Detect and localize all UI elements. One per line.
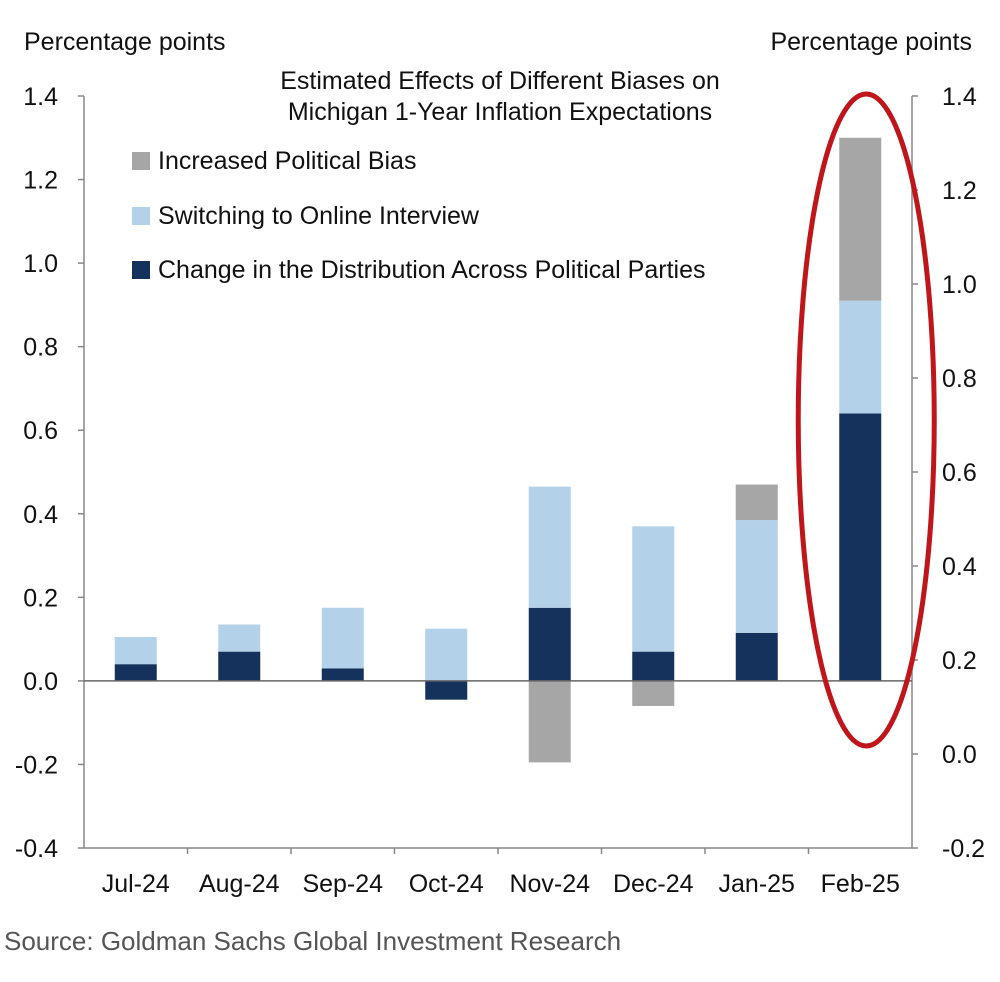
left-tick-label: 0.8 bbox=[23, 334, 58, 362]
legend-swatch-online-interview bbox=[132, 207, 150, 225]
chart-title-line-1: Estimated Effects of Different Biases on bbox=[280, 67, 720, 95]
x-tick-label: Aug-24 bbox=[199, 870, 280, 898]
right-tick-label: 0.0 bbox=[942, 741, 977, 769]
source-note: Source: Goldman Sachs Global Investment … bbox=[4, 926, 622, 956]
x-tick-label: Nov-24 bbox=[509, 870, 590, 898]
left-tick-label: 1.4 bbox=[23, 83, 58, 111]
x-tick-label: Oct-24 bbox=[409, 870, 484, 898]
right-tick-label: 1.4 bbox=[942, 83, 977, 111]
bar-online-interview bbox=[632, 526, 675, 652]
bar-party-distribution bbox=[218, 651, 261, 681]
bar-political-bias bbox=[839, 137, 882, 301]
bar-online-interview bbox=[528, 486, 571, 608]
bar-political-bias bbox=[632, 680, 675, 706]
bar-party-distribution bbox=[528, 607, 571, 681]
x-tick-label: Dec-24 bbox=[613, 870, 694, 898]
right-tick-label: 1.0 bbox=[942, 271, 977, 299]
bar-party-distribution bbox=[425, 680, 468, 700]
chart-title-line-2: Michigan 1-Year Inflation Expectations bbox=[287, 98, 713, 126]
highlight-ellipse bbox=[795, 91, 937, 749]
bar-online-interview bbox=[425, 628, 468, 681]
left-tick-label: -0.2 bbox=[15, 751, 58, 779]
bar-online-interview bbox=[839, 300, 882, 414]
x-tick-label: Jan-25 bbox=[719, 870, 795, 898]
right-tick-label: 1.2 bbox=[942, 177, 977, 205]
bar-political-bias bbox=[528, 680, 571, 763]
legend-label-party-distribution: Change in the Distribution Across Politi… bbox=[158, 255, 706, 284]
left-tick-label: 0.2 bbox=[23, 584, 58, 612]
right-tick-label: 0.8 bbox=[942, 365, 977, 393]
legend-label-online-interview: Switching to Online Interview bbox=[158, 201, 479, 230]
bar-party-distribution bbox=[632, 651, 675, 681]
left-tick-label: -0.4 bbox=[15, 835, 58, 863]
x-tick-label: Jul-24 bbox=[102, 870, 170, 898]
bar-party-distribution bbox=[839, 413, 882, 681]
right-axis-unit-label: Percentage points bbox=[770, 28, 972, 56]
left-tick-label: 0.0 bbox=[23, 668, 58, 696]
right-tick-label: -0.2 bbox=[942, 835, 985, 863]
left-tick-label: 0.4 bbox=[23, 501, 58, 529]
right-tick-label: 0.2 bbox=[942, 647, 977, 675]
x-tick-label: Sep-24 bbox=[302, 870, 383, 898]
bar-online-interview bbox=[735, 520, 778, 633]
left-tick-label: 1.2 bbox=[23, 167, 58, 195]
legend-item-online-interview: Switching to Online Interview bbox=[132, 201, 479, 231]
legend-swatch-party-distribution bbox=[132, 261, 150, 279]
left-tick-label: 0.6 bbox=[23, 417, 58, 445]
legend-label-political-bias: Increased Political Bias bbox=[158, 146, 417, 175]
right-tick-label: 0.6 bbox=[942, 459, 977, 487]
right-tick-label: 0.4 bbox=[942, 553, 977, 581]
bar-party-distribution bbox=[735, 632, 778, 681]
bar-party-distribution bbox=[114, 664, 157, 681]
bar-online-interview bbox=[321, 607, 364, 669]
bar-online-interview bbox=[218, 624, 261, 652]
legend-item-political-bias: Increased Political Bias bbox=[132, 146, 416, 176]
left-axis-unit-label: Percentage points bbox=[24, 28, 226, 56]
bar-party-distribution bbox=[321, 668, 364, 681]
left-tick-label: 1.0 bbox=[23, 250, 58, 278]
bar-political-bias bbox=[735, 484, 778, 521]
legend-swatch-political-bias bbox=[132, 152, 150, 170]
x-tick-label: Feb-25 bbox=[821, 870, 900, 898]
legend-item-party-distribution: Change in the Distribution Across Politi… bbox=[132, 255, 706, 285]
bar-online-interview bbox=[114, 637, 157, 665]
